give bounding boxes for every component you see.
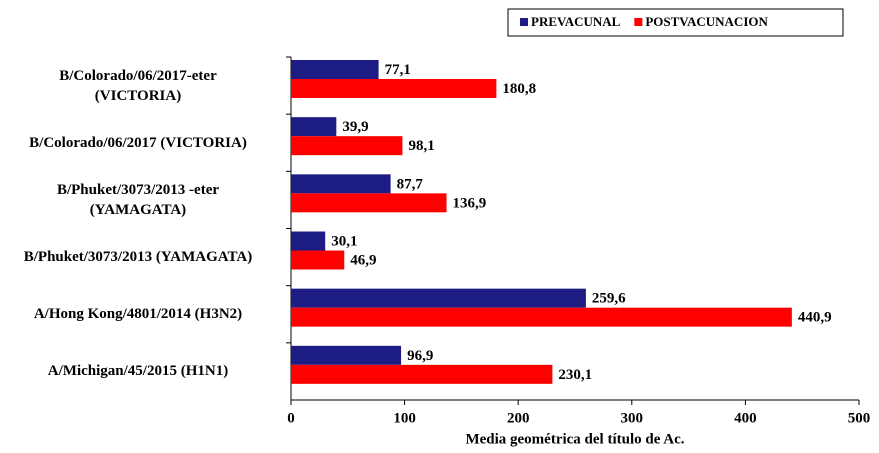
y-tick-label: B/Phuket/3073/2013 (YAMAGATA) [23, 249, 253, 266]
legend-box [507, 8, 844, 37]
bar [291, 193, 447, 213]
bar [291, 345, 402, 365]
value-label: 96,9 [407, 348, 433, 364]
legend-swatch [520, 18, 528, 26]
y-tick-label: A/Michigan/45/2015 (H1N1) [47, 363, 229, 380]
bar [291, 288, 586, 308]
value-label: 440,9 [798, 310, 832, 326]
value-label: 46,9 [350, 252, 376, 268]
y-tick-label: A/Hong Kong/4801/2014 (H3N2) [33, 306, 243, 323]
x-tick-label: 100 [393, 410, 416, 426]
bar [291, 250, 345, 270]
x-tick-label: 500 [848, 410, 871, 426]
legend-swatch [634, 18, 643, 26]
x-tick-label: 200 [507, 410, 530, 426]
value-label: 180,8 [502, 81, 536, 97]
bar [291, 231, 326, 251]
value-label: 30,1 [331, 233, 357, 249]
bar [291, 307, 792, 327]
value-label: 98,1 [408, 138, 434, 154]
bar [291, 174, 391, 194]
bar [291, 136, 403, 156]
bar [291, 117, 337, 137]
value-label: 259,6 [592, 291, 626, 307]
bar [291, 79, 497, 98]
legend-label: POSTVACUNACION [645, 14, 768, 29]
x-tick-label: 300 [621, 410, 644, 426]
bar [291, 60, 379, 79]
value-label: 230,1 [558, 367, 592, 383]
y-tick-label: B/Phuket/3073/2013 -eter (YAMAGATA) [56, 181, 220, 218]
x-tick-label: 0 [287, 410, 295, 426]
x-axis-title: Media geométrica del título de Ac. [465, 431, 684, 447]
x-tick-label: 400 [734, 410, 757, 426]
value-label: 87,7 [397, 176, 424, 192]
value-label: 77,1 [385, 62, 411, 78]
y-tick-label: B/Colorado/06/2017-eter (VICTORIA) [59, 67, 217, 104]
legend-label: PREVACUNAL [531, 14, 621, 29]
bar [291, 364, 553, 384]
value-label: 39,9 [342, 119, 368, 135]
value-label: 136,9 [453, 195, 487, 211]
y-tick-label: B/Colorado/06/2017 (VICTORIA) [29, 134, 247, 151]
